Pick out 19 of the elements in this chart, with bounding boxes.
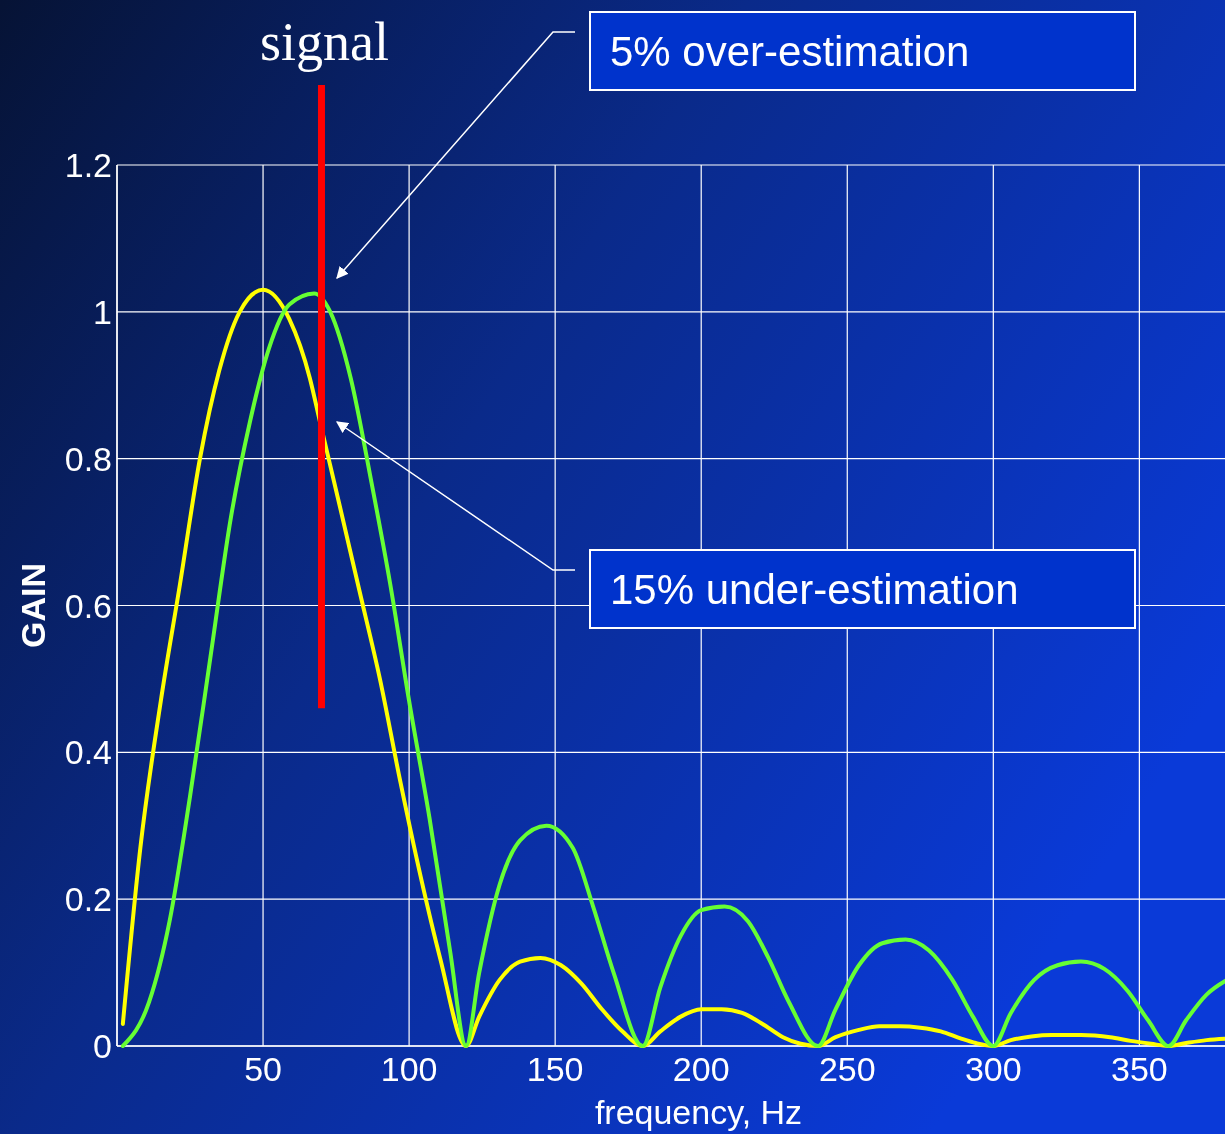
ref-line-label: signal bbox=[259, 12, 389, 72]
text: 5% over-estimation bbox=[610, 28, 970, 75]
x-axis-title: frequency, Hz bbox=[594, 1093, 803, 1131]
y-tick-label: 1 bbox=[93, 292, 112, 331]
y-tick-label: 0 bbox=[93, 1027, 112, 1065]
y-tick-label: 0.6 bbox=[64, 586, 112, 625]
y-axis-title: GAIN bbox=[14, 563, 52, 648]
y-tick-label: 0.2 bbox=[64, 880, 112, 919]
x-tick-label: 150 bbox=[526, 1050, 584, 1088]
x-tick-label: 250 bbox=[818, 1050, 876, 1088]
x-tick-label: 100 bbox=[380, 1050, 438, 1088]
x-tick-label: 350 bbox=[1111, 1050, 1168, 1088]
y-tick-label: 0.4 bbox=[64, 733, 112, 772]
y-tick-label: 1.2 bbox=[64, 146, 112, 184]
x-tick-label: 200 bbox=[672, 1050, 730, 1088]
x-tick-label: 300 bbox=[964, 1050, 1022, 1088]
annotation: 15% under-estimation bbox=[610, 566, 1019, 613]
x-tick-label: 50 bbox=[244, 1050, 282, 1088]
y-tick-label: 0.8 bbox=[64, 439, 112, 478]
